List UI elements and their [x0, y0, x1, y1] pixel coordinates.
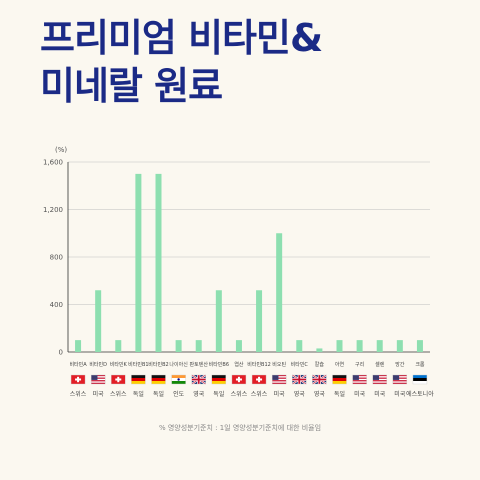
estonian-flag-icon — [412, 374, 428, 385]
y-tick-label: 400 — [50, 301, 63, 309]
us-flag-icon — [352, 374, 367, 385]
x-tick-label: 비타민B6 — [209, 361, 229, 368]
x-tick-label: 비타민A — [69, 361, 87, 368]
us-flag-icon — [372, 374, 387, 385]
x-tick-label: 비타민C — [291, 361, 309, 368]
bar — [336, 340, 343, 352]
y-tick-label: 0 — [59, 349, 63, 357]
swiss-flag-icon — [70, 374, 86, 385]
bar — [316, 348, 323, 352]
indian-flag-icon — [171, 374, 186, 385]
bar — [195, 340, 202, 352]
bar — [356, 340, 363, 352]
x-tick-label: 비타민B1 — [128, 361, 148, 368]
german-flag-icon — [332, 374, 347, 385]
title-line-2: 미네랄 원료 — [40, 64, 223, 108]
uk-flag-icon — [291, 374, 307, 385]
bar — [155, 173, 162, 352]
us-flag-icon — [271, 374, 287, 385]
bar — [276, 233, 283, 352]
x-tick-label: 비타민K — [110, 361, 128, 368]
country-label: 영국 — [314, 390, 326, 398]
country-label: 독일 — [213, 390, 224, 398]
country-label: 에스토니아 — [406, 390, 434, 398]
x-tick-label: 크롬 — [415, 362, 425, 368]
country-label: 미국 — [93, 390, 105, 398]
country-label: 미국 — [354, 390, 366, 398]
bar — [376, 340, 383, 352]
country-label: 미국 — [374, 390, 386, 398]
country-label: 인도 — [173, 391, 185, 398]
y-axis-label: (%) — [55, 146, 67, 154]
bar — [175, 340, 182, 352]
german-flag-icon — [131, 374, 146, 385]
y-tick-label: 1,600 — [43, 159, 63, 167]
country-label: 스위스 — [70, 390, 87, 398]
country-label: 독일 — [334, 390, 345, 398]
bar — [115, 340, 122, 352]
german-flag-icon — [211, 374, 227, 385]
x-tick-label: 망간 — [395, 361, 405, 368]
x-tick-label: 비타민B12 — [247, 361, 271, 368]
us-flag-icon — [392, 374, 408, 385]
bar — [256, 290, 263, 352]
bar — [75, 340, 82, 352]
country-label: 영국 — [193, 390, 205, 398]
bar — [296, 340, 303, 352]
x-tick-label: 셀렌 — [375, 361, 385, 368]
country-label: 미국 — [274, 390, 286, 398]
page-title: 프리미엄 비타민& 미네랄 원료 — [40, 14, 323, 110]
x-tick-label: 칼슘 — [315, 361, 325, 368]
swiss-flag-icon — [251, 374, 267, 385]
bar — [135, 173, 142, 352]
x-tick-label: 비타민B2 — [148, 361, 168, 368]
uk-flag-icon — [191, 374, 207, 385]
y-tick-label: 1,200 — [43, 206, 63, 214]
x-tick-label: 엽산 — [234, 361, 244, 368]
german-flag-icon — [151, 374, 166, 385]
country-label: 독일 — [153, 390, 164, 398]
bar — [215, 290, 222, 352]
x-tick-label: 비타민D — [89, 361, 107, 368]
uk-flag-icon — [311, 374, 327, 385]
bar — [235, 340, 242, 352]
bar — [396, 340, 403, 352]
title-line-1: 프리미엄 비타민& — [40, 16, 323, 60]
footnote: % 영양성분기준치 : 1일 영양성분기준치에 대한 비율임 — [158, 424, 322, 432]
country-label: 영국 — [294, 390, 306, 398]
swiss-flag-icon — [231, 374, 247, 385]
x-tick-label: 나이아신 — [169, 361, 188, 368]
country-label: 스위스 — [251, 390, 268, 398]
us-flag-icon — [90, 374, 106, 385]
x-tick-label: 비오틴 — [272, 361, 286, 368]
y-tick-label: 800 — [50, 254, 63, 262]
country-label: 미국 — [394, 390, 406, 398]
x-tick-label: 구리 — [355, 361, 364, 368]
x-tick-label: 아연 — [335, 361, 345, 368]
swiss-flag-icon — [111, 374, 126, 385]
country-label: 스위스 — [231, 390, 248, 398]
country-label: 독일 — [133, 390, 144, 398]
country-label: 스위스 — [110, 390, 127, 398]
x-tick-label: 판토텐산 — [190, 361, 209, 368]
bar — [416, 340, 423, 352]
bar — [95, 290, 102, 352]
